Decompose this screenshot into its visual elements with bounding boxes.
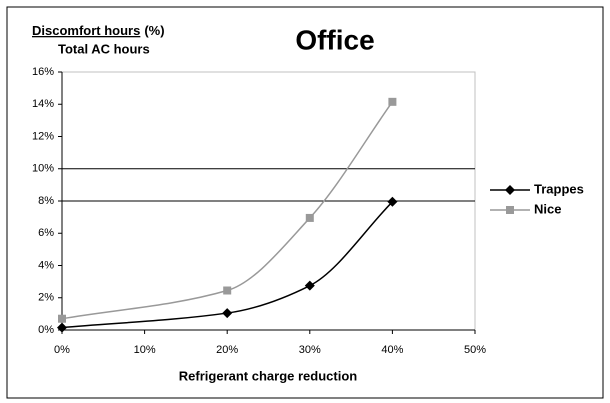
y-tick-label: 12% — [32, 130, 54, 142]
legend-marker — [506, 206, 514, 214]
y-tick-label: 16% — [32, 66, 54, 78]
legend-label: Nice — [534, 201, 561, 216]
y-tick-label: 0% — [38, 324, 54, 336]
point — [58, 314, 66, 323]
point — [222, 308, 233, 319]
point — [223, 286, 232, 295]
y-axis-label: Discomfort hours (%) — [32, 23, 165, 38]
point — [388, 97, 397, 106]
series-line — [61, 101, 394, 320]
y-tick-label: 4% — [38, 259, 54, 271]
y-tick-label: 10% — [32, 163, 54, 175]
y-axis-label-denominator: Total AC hours — [58, 41, 150, 56]
series-line — [61, 201, 393, 329]
x-tick-label: 50% — [464, 344, 486, 356]
x-axis-label: Refrigerant charge reduction — [179, 368, 357, 383]
y-axis-label-numerator: Discomfort hours — [32, 23, 140, 38]
chart-title: Office — [295, 24, 374, 55]
legend-marker — [505, 185, 515, 195]
point — [57, 322, 67, 333]
x-tick-label: 20% — [216, 344, 238, 356]
legend-label: Trappes — [534, 181, 584, 196]
y-tick-label: 8% — [38, 195, 54, 207]
y-tick-label: 2% — [38, 292, 54, 304]
point — [387, 196, 398, 207]
y-axis-label-unit: (%) — [144, 23, 164, 38]
x-tick-label: 0% — [54, 344, 70, 356]
x-tick-label: 40% — [381, 344, 403, 356]
x-tick-label: 30% — [299, 344, 321, 356]
point — [304, 280, 315, 291]
y-tick-label: 6% — [38, 227, 54, 239]
point — [305, 213, 314, 222]
x-tick-label: 10% — [134, 344, 156, 356]
y-tick-label: 14% — [32, 98, 54, 110]
